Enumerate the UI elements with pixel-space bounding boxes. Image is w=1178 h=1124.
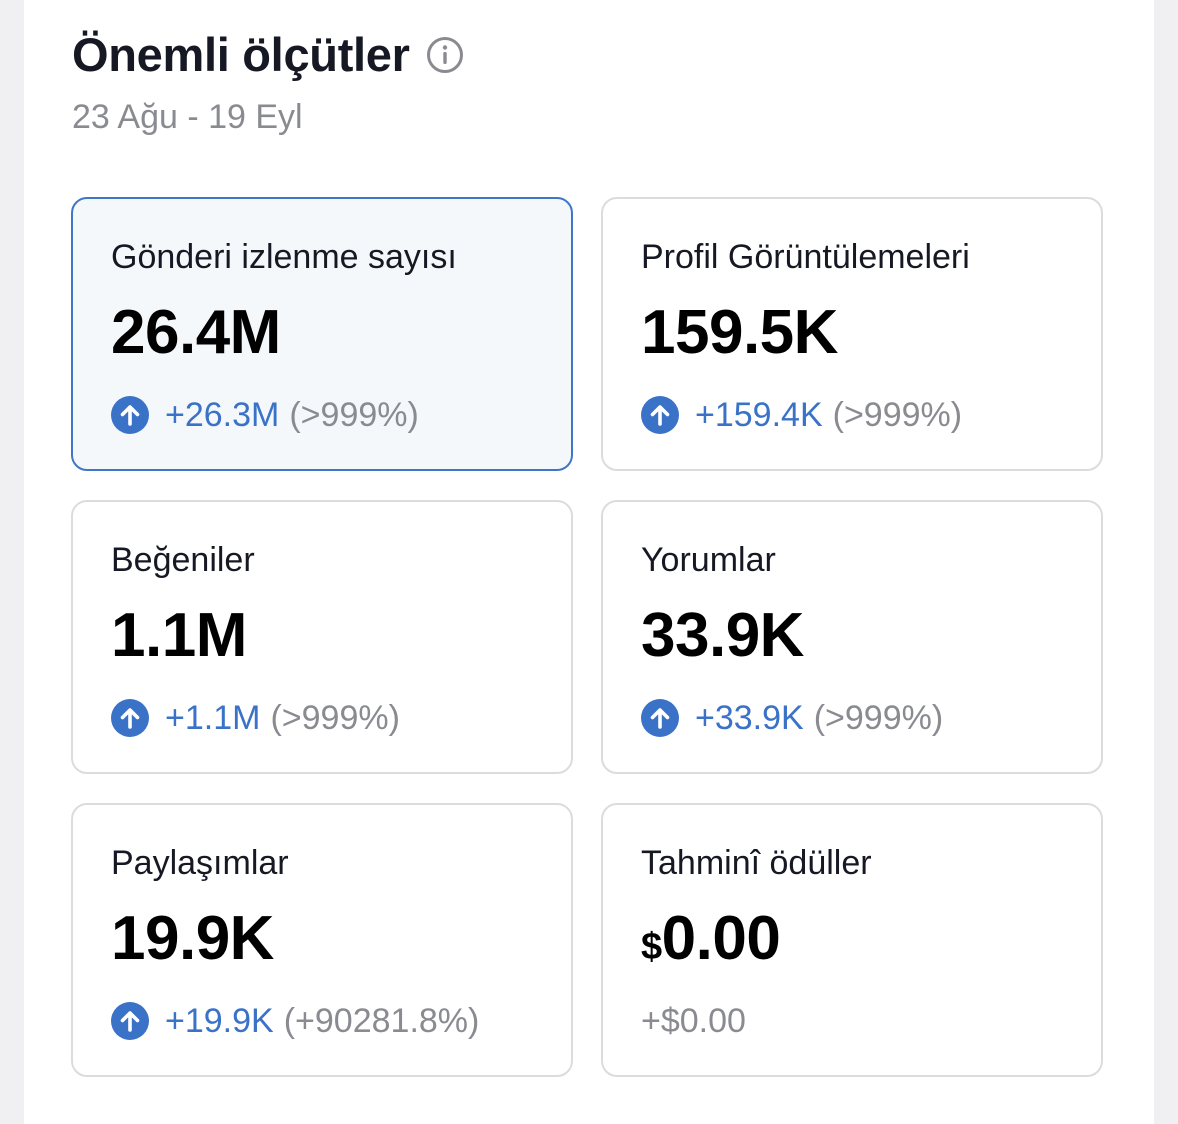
metric-change: +1.1M (>999%) bbox=[111, 696, 400, 740]
section-title: Önemli ölçütler bbox=[72, 28, 410, 81]
metric-change-value: +$0.00 bbox=[641, 1002, 746, 1040]
currency-symbol: $ bbox=[641, 926, 662, 968]
arrow-up-circle-icon bbox=[111, 699, 149, 737]
metric-label: Gönderi izlenme sayısı bbox=[111, 238, 457, 276]
section-header: Önemli ölçütler bbox=[72, 24, 464, 86]
arrow-up-circle-icon bbox=[641, 396, 679, 434]
arrow-up-circle-icon bbox=[111, 396, 149, 434]
metric-value: 159.5K bbox=[641, 298, 838, 367]
metric-label: Beğeniler bbox=[111, 541, 255, 579]
metric-change-percent: (>999%) bbox=[270, 699, 400, 737]
metric-label: Profil Görüntülemeleri bbox=[641, 238, 970, 276]
info-icon[interactable] bbox=[426, 36, 464, 74]
arrow-up-circle-icon bbox=[111, 1002, 149, 1040]
metric-card-profile-views[interactable]: Profil Görüntülemeleri 159.5K +159.4K (>… bbox=[601, 197, 1103, 471]
metric-change: +$0.00 bbox=[641, 999, 746, 1043]
metric-card-comments[interactable]: Yorumlar 33.9K +33.9K (>999%) bbox=[601, 500, 1103, 774]
metric-change-value: +159.4K bbox=[695, 396, 823, 434]
metric-change-percent: (+90281.8%) bbox=[283, 1002, 480, 1040]
metric-change-value: +26.3M bbox=[165, 396, 280, 434]
key-metrics-panel: Önemli ölçütler 23 Ağu - 19 Eyl Gönderi … bbox=[24, 0, 1154, 1124]
metric-change: +33.9K (>999%) bbox=[641, 696, 943, 740]
metric-card-estimated-rewards[interactable]: Tahminî ödüller $0.00 +$0.00 bbox=[601, 803, 1103, 1077]
metric-value-amount: 0.00 bbox=[661, 904, 781, 973]
metric-change-value: +19.9K bbox=[165, 1002, 274, 1040]
metric-change-value: +33.9K bbox=[695, 699, 804, 737]
metric-card-shares[interactable]: Paylaşımlar 19.9K +19.9K (+90281.8%) bbox=[71, 803, 573, 1077]
metric-change: +19.9K (+90281.8%) bbox=[111, 999, 479, 1043]
metric-card-likes[interactable]: Beğeniler 1.1M +1.1M (>999%) bbox=[71, 500, 573, 774]
metric-label: Yorumlar bbox=[641, 541, 776, 579]
metric-value: $0.00 bbox=[641, 901, 781, 985]
metric-value: 19.9K bbox=[111, 904, 274, 973]
metric-value: 33.9K bbox=[641, 601, 804, 670]
metric-change-percent: (>999%) bbox=[813, 699, 944, 737]
metric-change: +26.3M (>999%) bbox=[111, 393, 419, 437]
metric-value: 26.4M bbox=[111, 298, 281, 367]
metric-change-percent: (>999%) bbox=[289, 396, 419, 434]
metric-change-percent: (>999%) bbox=[832, 396, 963, 434]
metric-label: Paylaşımlar bbox=[111, 844, 289, 882]
metric-card-post-views[interactable]: Gönderi izlenme sayısı 26.4M +26.3M (>99… bbox=[71, 197, 573, 471]
date-range: 23 Ağu - 19 Eyl bbox=[72, 98, 303, 136]
metric-change: +159.4K (>999%) bbox=[641, 393, 962, 437]
metric-label: Tahminî ödüller bbox=[641, 844, 872, 882]
arrow-up-circle-icon bbox=[641, 699, 679, 737]
metric-value: 1.1M bbox=[111, 601, 247, 670]
metric-change-value: +1.1M bbox=[165, 699, 261, 737]
